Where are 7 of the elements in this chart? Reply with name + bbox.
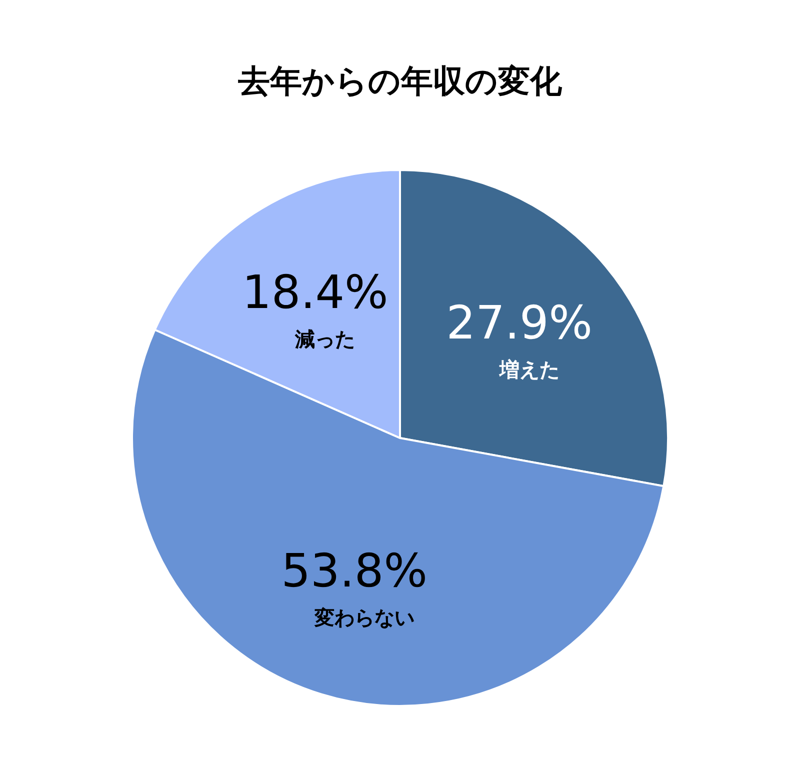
chart-title: 去年からの年収の変化 [237,62,563,100]
data-label: 53.8% [281,544,428,598]
data-label: 27.9% [446,295,592,350]
slice-label: 増えた [498,357,560,382]
slice-label: 減った [294,326,356,351]
slice-label: 変わらない [313,606,414,630]
data-label: 18.4% [242,264,388,319]
